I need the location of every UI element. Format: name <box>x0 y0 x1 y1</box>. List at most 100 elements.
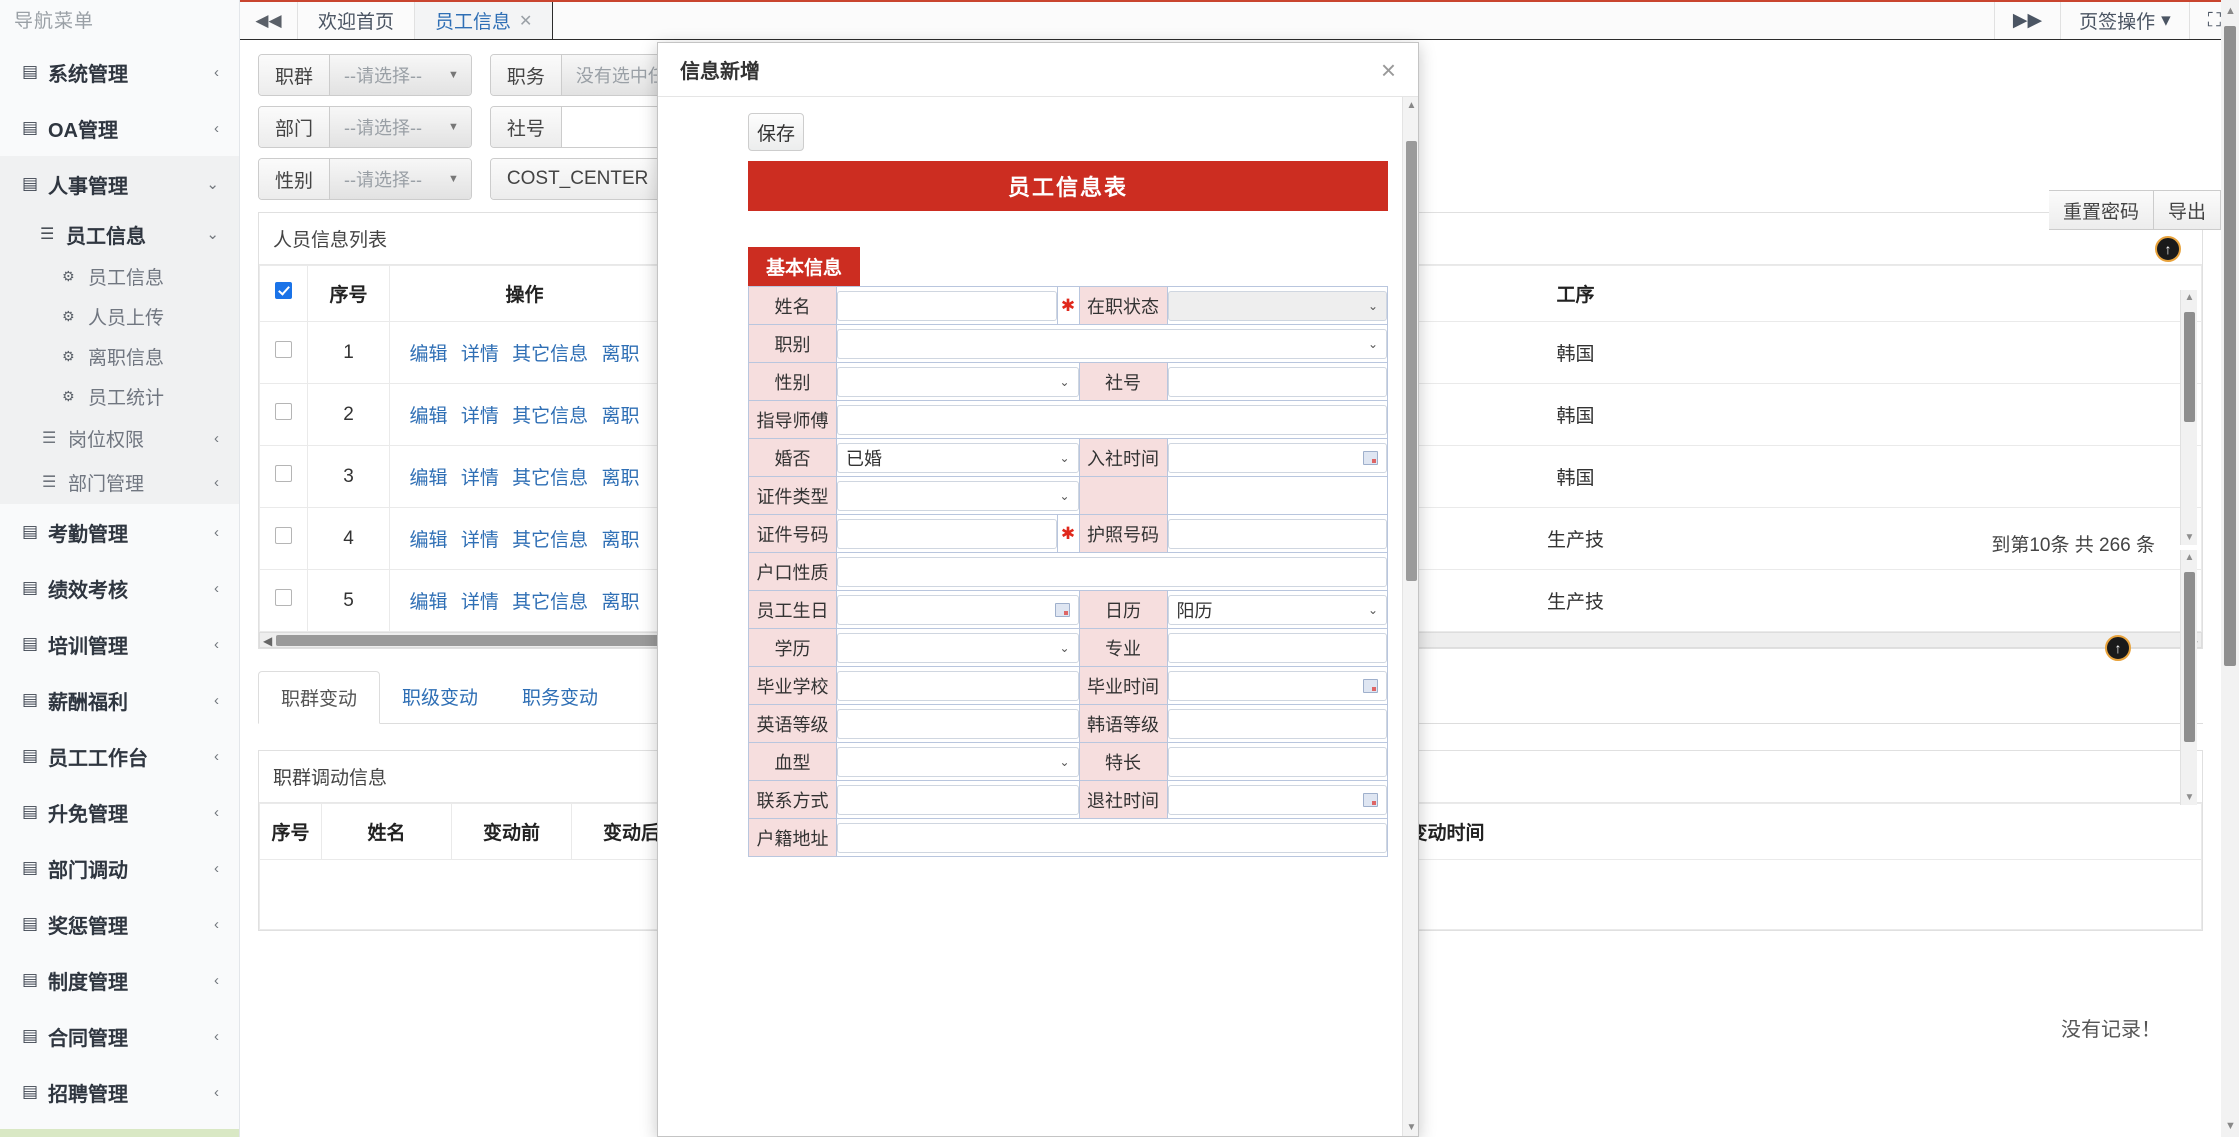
tab-job-position-change[interactable]: 职务变动 <box>500 671 620 723</box>
blood-type-select[interactable]: ⌄ <box>837 746 1079 777</box>
tab-operations-dropdown[interactable]: 页签操作 ▾ <box>2061 2 2190 39</box>
scroll-up-icon[interactable]: ▲ <box>2225 5 2236 17</box>
other-info-link[interactable]: 其它信息 <box>512 592 589 613</box>
change-table-vertical-scrollbar[interactable]: ▲ ▼ <box>2180 550 2197 805</box>
household-type-input[interactable] <box>837 556 1387 587</box>
id-type-select[interactable]: ⌄ <box>837 480 1079 511</box>
english-level-input[interactable] <box>837 708 1079 739</box>
reset-password-button[interactable]: 重置密码 <box>2048 190 2154 230</box>
graduation-date-input[interactable] <box>1167 670 1387 701</box>
passport-number-input[interactable] <box>1167 518 1387 549</box>
marital-status-select[interactable]: 已婚 ⌄ <box>837 442 1079 473</box>
calendar-icon[interactable] <box>1054 602 1070 617</box>
name-input[interactable] <box>837 290 1057 321</box>
scroll-thumb[interactable] <box>2224 26 2236 666</box>
scroll-left-icon[interactable]: ◀ <box>263 634 273 648</box>
contact-input[interactable] <box>837 784 1079 815</box>
resign-link[interactable]: 离职 <box>601 530 640 551</box>
scroll-top-button-1[interactable]: ↑ <box>2155 236 2181 262</box>
scroll-up-icon[interactable]: ▲ <box>1406 100 1417 111</box>
row-checkbox[interactable] <box>275 341 292 358</box>
collapse-tabs-button[interactable]: ◀◀ <box>240 2 298 39</box>
korean-level-input[interactable] <box>1167 708 1387 739</box>
sidebar-item-training[interactable]: ▤ 培训管理 ‹ <box>0 616 239 672</box>
resign-link[interactable]: 离职 <box>601 406 640 427</box>
department-select[interactable]: --请选择-- ▼ <box>330 107 471 147</box>
sidebar-leaf-employee-stats[interactable]: ⚙ 员工统计 <box>0 376 239 416</box>
row-checkbox[interactable] <box>275 589 292 606</box>
scroll-down-icon[interactable]: ▼ <box>2184 532 2195 543</box>
modal-scrollbar[interactable]: ▲ ▼ <box>1402 97 1418 1136</box>
row-checkbox[interactable] <box>275 527 292 544</box>
sidebar-item-policy-management[interactable]: ▤ 制度管理 ‹ <box>0 952 239 1008</box>
sidebar-leaf-resignation-info[interactable]: ⚙ 离职信息 <box>0 336 239 376</box>
detail-link[interactable]: 详情 <box>460 530 499 551</box>
filter-department[interactable]: 部门 --请选择-- ▼ <box>258 106 472 148</box>
sidebar-leaf-staff-upload[interactable]: ⚙ 人员上传 <box>0 296 239 336</box>
detail-link[interactable]: 详情 <box>460 468 499 489</box>
scroll-top-button-2[interactable]: ↑ <box>2105 635 2131 661</box>
scroll-down-icon[interactable]: ▼ <box>2184 792 2195 803</box>
sidebar-item-compensation[interactable]: ▤ 薪酬福利 ‹ <box>0 672 239 728</box>
scroll-up-icon[interactable]: ▲ <box>2184 292 2195 303</box>
edit-link[interactable]: 编辑 <box>409 344 448 365</box>
window-scrollbar[interactable]: ▲ ▼ <box>2221 0 2239 1137</box>
fullscreen-button[interactable]: ⛶ <box>2190 2 2239 39</box>
major-input[interactable] <box>1167 632 1387 663</box>
scroll-down-icon[interactable]: ▼ <box>1406 1122 1417 1133</box>
sidebar-item-department-transfer[interactable]: ▤ 部门调动 ‹ <box>0 840 239 896</box>
birthday-input[interactable] <box>837 594 1079 625</box>
scroll-thumb[interactable] <box>1406 141 1417 581</box>
id-number-input[interactable] <box>837 518 1057 549</box>
edit-link[interactable]: 编辑 <box>409 468 448 489</box>
gender-select[interactable]: --请选择-- ▼ <box>330 159 471 199</box>
close-icon[interactable]: ✕ <box>519 12 533 30</box>
calendar-type-select[interactable]: 阳历 ⌄ <box>1167 594 1387 625</box>
select-all-checkbox[interactable] <box>275 282 292 299</box>
export-button[interactable]: 导出 <box>2153 190 2221 230</box>
scroll-thumb[interactable] <box>2184 572 2195 742</box>
scroll-thumb[interactable] <box>2184 312 2195 422</box>
sidebar-item-contract-management[interactable]: ▤ 合同管理 ‹ <box>0 1008 239 1064</box>
sidebar-item-performance[interactable]: ▤ 绩效考核 ‹ <box>0 560 239 616</box>
tab-job-group-change[interactable]: 职群变动 <box>258 671 381 724</box>
save-button[interactable]: 保存 <box>748 113 804 151</box>
edit-link[interactable]: 编辑 <box>409 530 448 551</box>
sidebar-item-recruitment[interactable]: ▤ 招聘管理 ‹ <box>0 1064 239 1120</box>
sidebar-item-hr-management[interactable]: ▤ 人事管理 ⌄ <box>0 156 239 212</box>
other-info-link[interactable]: 其它信息 <box>512 468 589 489</box>
calendar-icon[interactable] <box>1363 678 1378 693</box>
calendar-icon[interactable] <box>1363 450 1378 465</box>
detail-link[interactable]: 详情 <box>460 344 499 365</box>
detail-link[interactable]: 详情 <box>460 406 499 427</box>
mentor-input[interactable] <box>837 404 1387 435</box>
other-info-link[interactable]: 其它信息 <box>512 530 589 551</box>
sidebar-item-employee-workbench[interactable]: ▤ 员工工作台 ‹ <box>0 728 239 784</box>
education-select[interactable]: ⌄ <box>837 632 1079 663</box>
resign-link[interactable]: 离职 <box>601 468 640 489</box>
sidebar-item-attendance[interactable]: ▤ 考勤管理 ‹ <box>0 504 239 560</box>
row-checkbox[interactable] <box>275 465 292 482</box>
table-vertical-scrollbar[interactable]: ▲ ▼ <box>2180 290 2197 545</box>
tab-welcome-home[interactable]: 欢迎首页 <box>298 2 416 39</box>
sidebar-item-system-management[interactable]: ▤ 系统管理 ‹ <box>0 44 239 100</box>
close-icon[interactable]: × <box>1380 54 1396 85</box>
registered-address-input[interactable] <box>837 822 1387 853</box>
graduation-school-input[interactable] <box>837 670 1079 701</box>
social-number-input[interactable] <box>1167 366 1387 397</box>
edit-link[interactable]: 编辑 <box>409 406 448 427</box>
sidebar-item-oa-management[interactable]: ▤ OA管理 ‹ <box>0 100 239 156</box>
scroll-down-icon[interactable]: ▼ <box>2225 1120 2236 1132</box>
other-info-link[interactable]: 其它信息 <box>512 344 589 365</box>
detail-link[interactable]: 详情 <box>460 592 499 613</box>
other-info-link[interactable]: 其它信息 <box>512 406 589 427</box>
tab-employee-info[interactable]: 员工信息 ✕ <box>415 2 554 39</box>
filter-job-group[interactable]: 职群 --请选择-- ▼ <box>258 54 472 96</box>
gender-select[interactable]: ⌄ <box>837 366 1079 397</box>
sidebar-item-promotion[interactable]: ▤ 升免管理 ‹ <box>0 784 239 840</box>
calendar-icon[interactable] <box>1363 792 1378 807</box>
resign-link[interactable]: 离职 <box>601 344 640 365</box>
sidebar-item-reward-punishment[interactable]: ▤ 奖惩管理 ‹ <box>0 896 239 952</box>
sidebar-subitem-department-management[interactable]: ☰ 部门管理 ‹ <box>0 460 239 504</box>
edit-link[interactable]: 编辑 <box>409 592 448 613</box>
